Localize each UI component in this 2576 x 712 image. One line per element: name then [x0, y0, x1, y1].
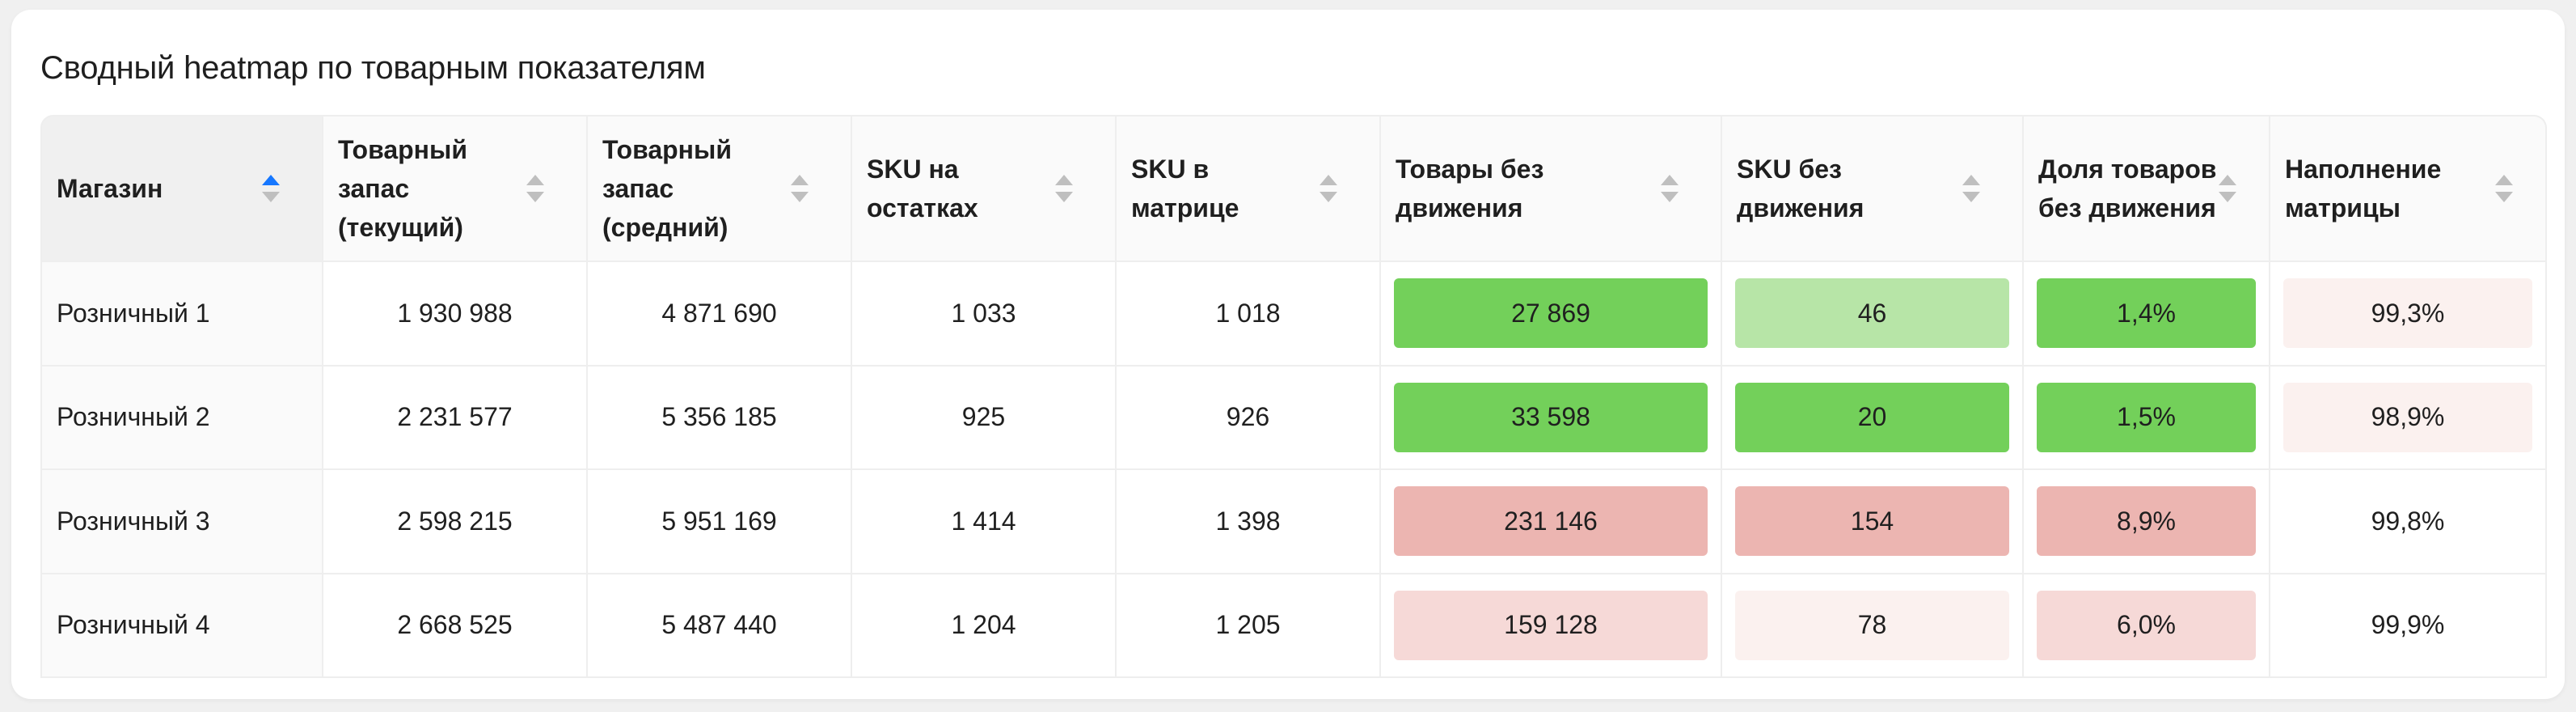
no-move-sku-cell: 20	[1722, 366, 2024, 470]
no-move-goods-cell: 33 598	[1381, 366, 1722, 470]
stock-current-cell: 2 231 577	[323, 366, 588, 470]
column-header-label: Магазин	[57, 174, 163, 203]
no-move-share-cell: 6,0%	[2024, 574, 2270, 678]
heat-box: 27 869	[1394, 278, 1708, 349]
store-cell: Розничный 2	[40, 366, 323, 470]
stock-avg-cell: 5 356 185	[588, 366, 852, 470]
no-move-goods-cell: 159 128	[1381, 574, 1722, 678]
table-row: Розничный 3 2 598 215 5 951 169 1 414 1 …	[40, 470, 2547, 574]
sort-icon[interactable]	[262, 175, 280, 202]
no-move-share-cell: 1,5%	[2024, 366, 2270, 470]
matrix-fill-cell: 99,9%	[2270, 574, 2547, 678]
matrix-fill-cell: 99,8%	[2270, 470, 2547, 574]
column-header-label: Товарный запас (текущий)	[338, 135, 467, 242]
heat-box: 159 128	[1394, 590, 1708, 660]
sku-matrix-cell: 1 018	[1117, 262, 1381, 367]
sku-matrix-cell: 1 205	[1117, 574, 1381, 678]
heat-box: 231 146	[1394, 486, 1708, 557]
sort-icon[interactable]	[791, 175, 809, 202]
matrix-fill-cell: 99,3%	[2270, 262, 2547, 367]
store-cell: Розничный 4	[40, 574, 323, 678]
no-move-sku-cell: 46	[1722, 262, 2024, 367]
sort-icon[interactable]	[2219, 175, 2236, 202]
heat-box: 46	[1735, 278, 2009, 349]
column-header-stock-avg[interactable]: Товарный запас (средний)	[588, 115, 852, 262]
stock-current-cell: 2 598 215	[323, 470, 588, 574]
store-cell: Розничный 1	[40, 262, 323, 367]
no-move-sku-cell: 154	[1722, 470, 2024, 574]
column-header-label: Наполнение матрицы	[2285, 155, 2442, 222]
heat-box: 1,4%	[2037, 278, 2256, 349]
sort-icon[interactable]	[1661, 175, 1679, 202]
no-move-goods-cell: 231 146	[1381, 470, 1722, 574]
sku-stock-cell: 1 204	[852, 574, 1117, 678]
header-row: Магазин Товарный запас (текущий) Товарны…	[40, 115, 2547, 262]
store-cell: Розничный 3	[40, 470, 323, 574]
no-move-share-cell: 1,4%	[2024, 262, 2270, 367]
column-header-no-move-share[interactable]: Доля товаров без движения	[2024, 115, 2270, 262]
heat-box: 99,9%	[2371, 610, 2445, 640]
column-header-label: Товары без движения	[1396, 155, 1544, 222]
stock-avg-cell: 5 487 440	[588, 574, 852, 678]
column-header-store[interactable]: Магазин	[40, 115, 323, 262]
sort-icon[interactable]	[1962, 175, 1980, 202]
sku-matrix-cell: 1 398	[1117, 470, 1381, 574]
sku-stock-cell: 925	[852, 366, 1117, 470]
heatmap-table: Магазин Товарный запас (текущий) Товарны…	[40, 115, 2547, 678]
stock-current-cell: 1 930 988	[323, 262, 588, 367]
heat-box: 78	[1735, 590, 2009, 660]
column-header-label: Доля товаров без движения	[2038, 155, 2217, 222]
column-header-no-move-sku[interactable]: SKU без движения	[1722, 115, 2024, 262]
heat-box: 98,9%	[2283, 382, 2532, 452]
heat-box: 99,3%	[2283, 278, 2532, 349]
column-header-stock-current[interactable]: Товарный запас (текущий)	[323, 115, 588, 262]
matrix-fill-cell: 98,9%	[2270, 366, 2547, 470]
column-header-no-move-goods[interactable]: Товары без движения	[1381, 115, 1722, 262]
no-move-sku-cell: 78	[1722, 574, 2024, 678]
no-move-goods-cell: 27 869	[1381, 262, 1722, 367]
stock-avg-cell: 4 871 690	[588, 262, 852, 367]
column-header-label: SKU без движения	[1737, 155, 1864, 222]
column-header-sku-matrix[interactable]: SKU в матрице	[1117, 115, 1381, 262]
sku-matrix-cell: 926	[1117, 366, 1381, 470]
table-row: Розничный 4 2 668 525 5 487 440 1 204 1 …	[40, 574, 2547, 678]
table-row: Розничный 2 2 231 577 5 356 185 925 926 …	[40, 366, 2547, 470]
column-header-label: Товарный запас (средний)	[602, 135, 732, 242]
sort-icon[interactable]	[1320, 175, 1337, 202]
heat-box: 1,5%	[2037, 382, 2256, 452]
sku-stock-cell: 1 414	[852, 470, 1117, 574]
column-header-label: SKU на остатках	[867, 155, 978, 222]
heat-box: 6,0%	[2037, 590, 2256, 660]
table-row: Розничный 1 1 930 988 4 871 690 1 033 1 …	[40, 262, 2547, 367]
stock-current-cell: 2 668 525	[323, 574, 588, 678]
card-title: Сводный heatmap по товарным показателям	[40, 50, 706, 86]
stock-avg-cell: 5 951 169	[588, 470, 852, 574]
sort-icon[interactable]	[2495, 175, 2513, 202]
heat-box: 8,9%	[2037, 486, 2256, 557]
column-header-label: SKU в матрице	[1131, 155, 1239, 222]
sort-icon[interactable]	[1055, 175, 1073, 202]
column-header-matrix-fill[interactable]: Наполнение матрицы	[2270, 115, 2547, 262]
heat-box: 99,8%	[2371, 506, 2445, 536]
sort-icon[interactable]	[526, 175, 544, 202]
heat-box: 154	[1735, 486, 2009, 557]
sku-stock-cell: 1 033	[852, 262, 1117, 367]
no-move-share-cell: 8,9%	[2024, 470, 2270, 574]
heat-box: 20	[1735, 382, 2009, 452]
heatmap-card: Сводный heatmap по товарным показателям …	[11, 10, 2565, 699]
column-header-sku-stock[interactable]: SKU на остатках	[852, 115, 1117, 262]
heat-box: 33 598	[1394, 382, 1708, 452]
